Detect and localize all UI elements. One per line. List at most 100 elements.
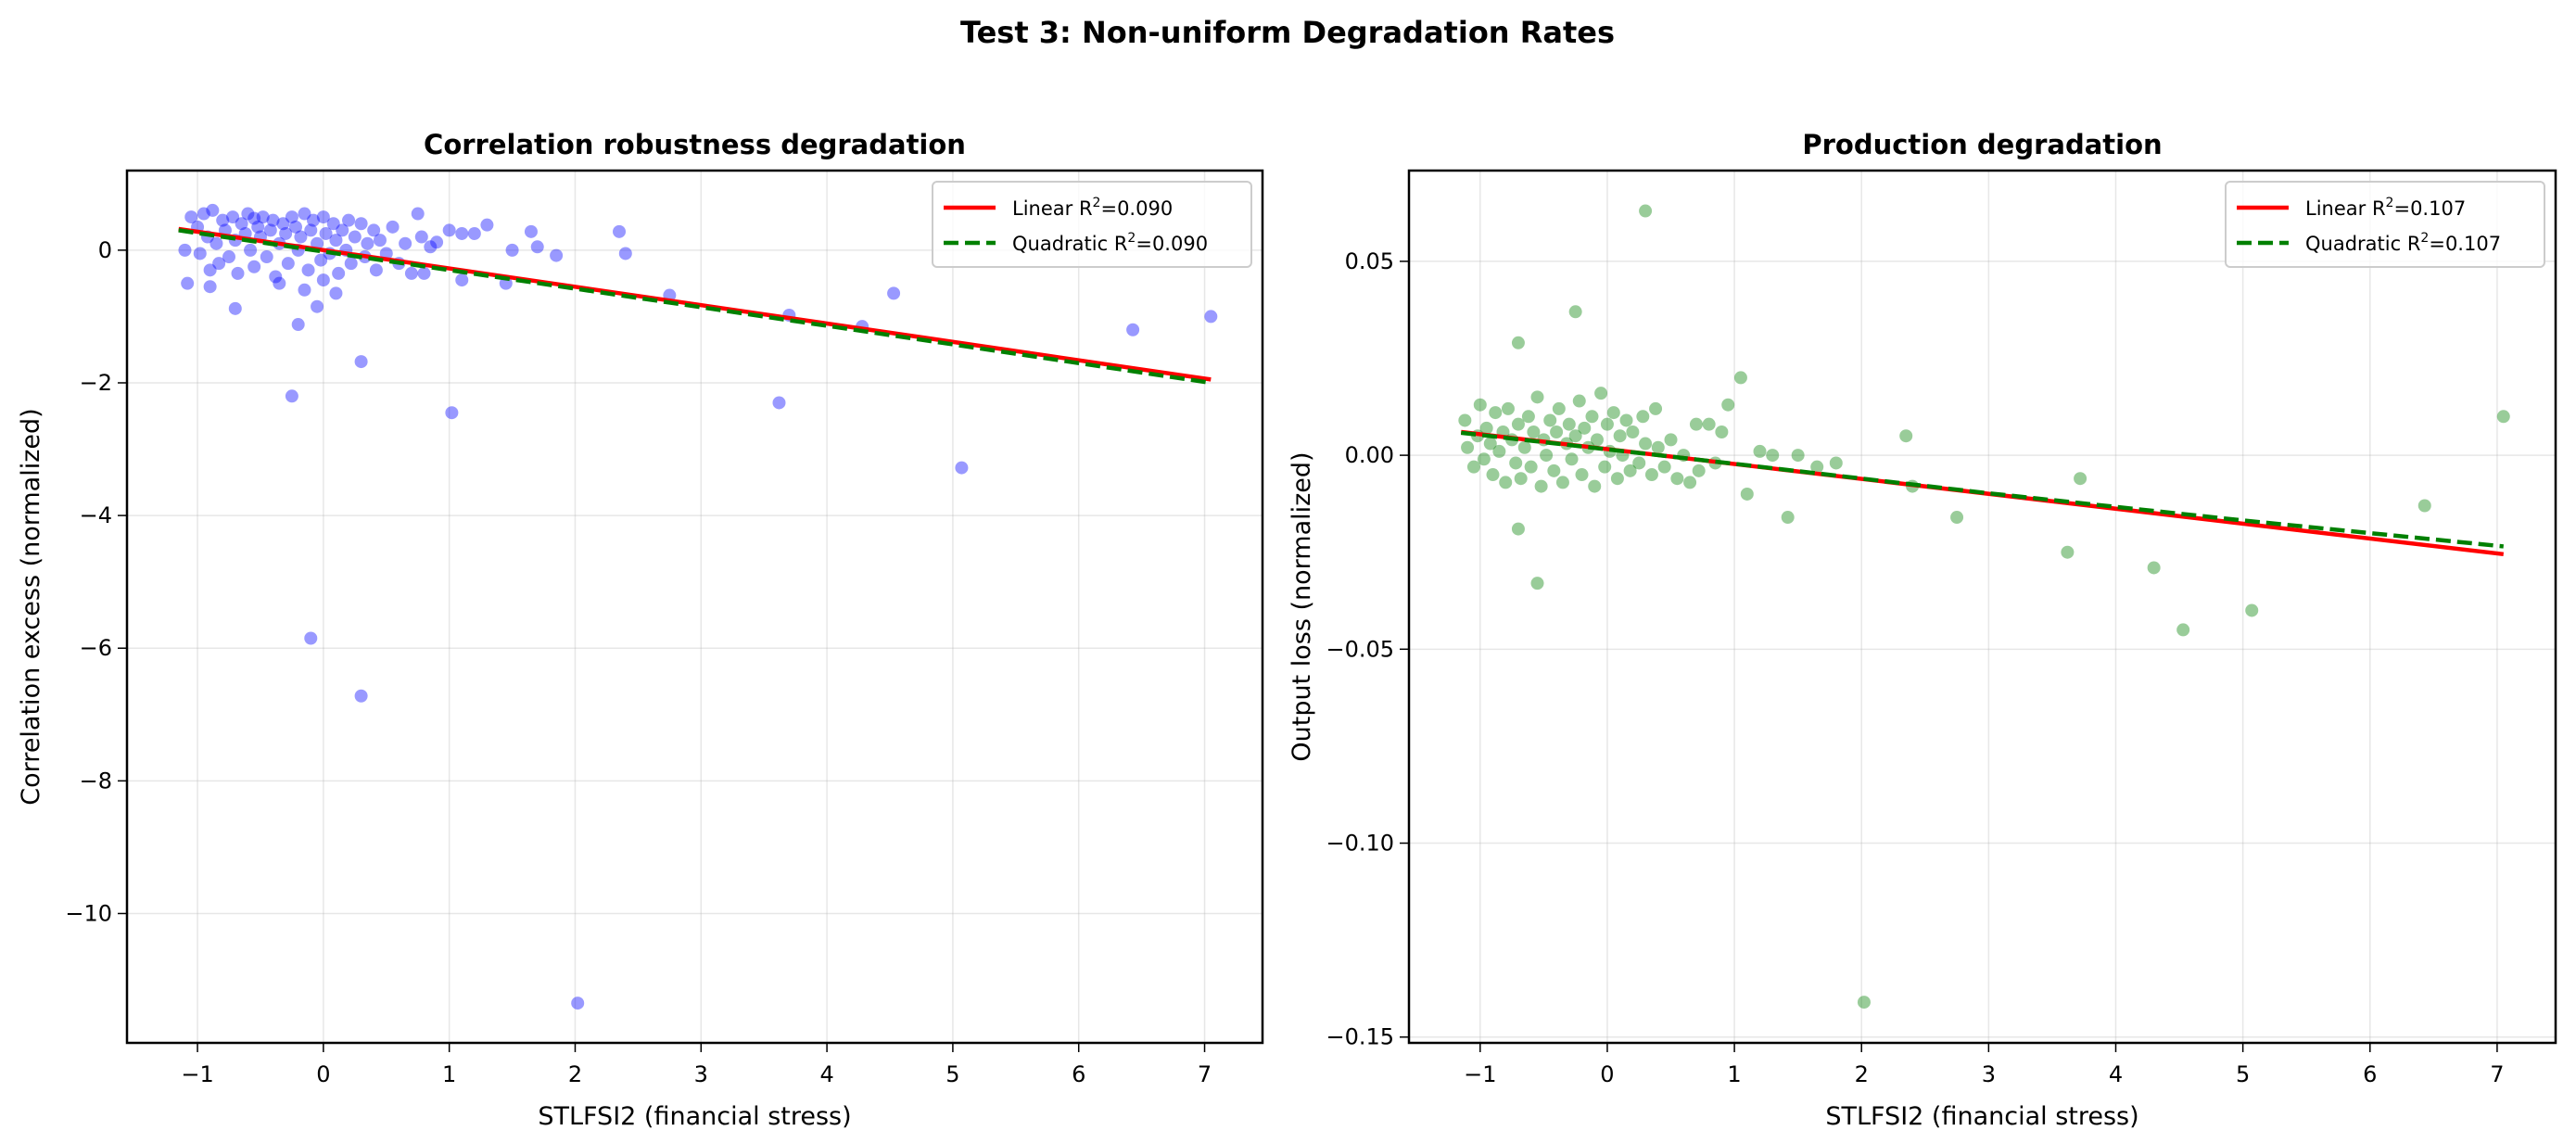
data-point	[354, 355, 368, 369]
data-point	[193, 247, 207, 260]
data-point	[1458, 413, 1472, 427]
legend-superscript: 2	[2420, 231, 2429, 246]
data-point	[1552, 401, 1566, 415]
data-point	[269, 270, 283, 284]
data-point	[279, 226, 293, 240]
data-point	[1791, 449, 1805, 463]
data-point	[348, 230, 362, 244]
x-tick-label: 6	[1072, 1061, 1085, 1087]
legend-label-text: Quadratic R	[1012, 233, 1127, 255]
data-point	[524, 224, 538, 238]
data-point	[1829, 456, 1843, 470]
data-point	[1565, 452, 1579, 466]
data-point	[263, 223, 277, 237]
data-point	[342, 213, 356, 227]
x-tick-label: 2	[568, 1061, 582, 1087]
data-point	[354, 689, 368, 703]
data-point	[1636, 410, 1650, 424]
data-point	[285, 210, 298, 224]
data-point	[467, 226, 481, 240]
data-point	[1644, 468, 1658, 482]
data-point	[332, 266, 346, 280]
legend-label-text: Quadratic R	[2305, 233, 2420, 255]
data-point	[1810, 460, 1824, 474]
data-point	[2176, 623, 2190, 637]
plot-area	[178, 203, 1218, 1010]
legend-r2-value: =0.090	[1136, 233, 1208, 255]
data-point	[316, 273, 330, 287]
x-tick-label: 5	[2236, 1061, 2250, 1087]
data-point	[209, 236, 223, 250]
data-point	[1511, 417, 1525, 431]
x-tick-label: 3	[694, 1061, 708, 1087]
data-point	[216, 213, 230, 227]
data-point	[226, 210, 240, 224]
x-tick-label: −1	[1464, 1061, 1496, 1087]
data-point	[1543, 413, 1557, 427]
legend-frame	[2225, 181, 2545, 268]
data-point	[281, 257, 295, 271]
data-point	[298, 283, 311, 297]
data-point	[1509, 456, 1523, 470]
data-point	[2496, 410, 2510, 424]
data-point	[1598, 460, 1612, 474]
data-point	[455, 273, 469, 287]
legend-r2-value: =0.090	[1100, 197, 1173, 220]
data-point	[294, 230, 308, 244]
x-tick-label: 5	[945, 1061, 959, 1087]
data-point	[1632, 456, 1646, 470]
data-point	[2417, 499, 2431, 513]
data-point	[1486, 468, 1500, 482]
data-point	[311, 299, 324, 313]
data-point	[1689, 417, 1703, 431]
data-point	[1733, 371, 1747, 385]
data-point	[1613, 429, 1627, 443]
data-point	[276, 217, 290, 231]
data-point	[1483, 437, 1497, 451]
data-point	[1126, 323, 1140, 337]
data-point	[319, 226, 333, 240]
x-tick-label: 0	[316, 1061, 330, 1087]
legend-r2-value: =0.107	[2393, 197, 2466, 220]
x-axis-label: STLFSI2 (financial stress)	[538, 1102, 851, 1131]
x-tick-label: 6	[2363, 1061, 2377, 1087]
y-tick-label: −8	[80, 768, 112, 794]
legend-r2-value: =0.107	[2429, 233, 2501, 255]
data-point	[1540, 449, 1554, 463]
legend-label: Quadratic R2=0.107	[2305, 231, 2501, 255]
data-point	[530, 240, 544, 254]
data-point	[228, 301, 242, 315]
data-point	[1568, 429, 1582, 443]
y-tick-label: −10	[65, 900, 112, 926]
data-point	[212, 257, 226, 271]
data-point	[1606, 406, 1620, 420]
data-point	[298, 207, 311, 221]
data-point	[306, 213, 320, 227]
subplot-title: Production degradation	[1802, 129, 2162, 160]
data-point	[480, 218, 494, 232]
y-tick-label: 0	[98, 237, 112, 263]
data-point	[1466, 460, 1480, 474]
data-point	[247, 211, 261, 225]
data-point	[301, 263, 315, 277]
legend-label-text: Linear R	[2305, 197, 2386, 220]
data-point	[1702, 417, 1716, 431]
data-point	[235, 217, 248, 231]
data-point	[354, 217, 368, 231]
data-point	[399, 236, 412, 250]
y-tick-label: −6	[80, 635, 112, 661]
data-point	[772, 396, 786, 410]
data-point	[424, 240, 438, 254]
data-point	[244, 243, 258, 257]
data-point	[1651, 440, 1665, 454]
data-point	[550, 248, 564, 262]
data-point	[273, 276, 286, 290]
data-point	[1610, 472, 1624, 486]
legend-frame	[932, 181, 1252, 268]
data-point	[1517, 440, 1531, 454]
data-point	[251, 220, 265, 234]
data-point	[203, 263, 217, 277]
data-point	[260, 250, 273, 264]
